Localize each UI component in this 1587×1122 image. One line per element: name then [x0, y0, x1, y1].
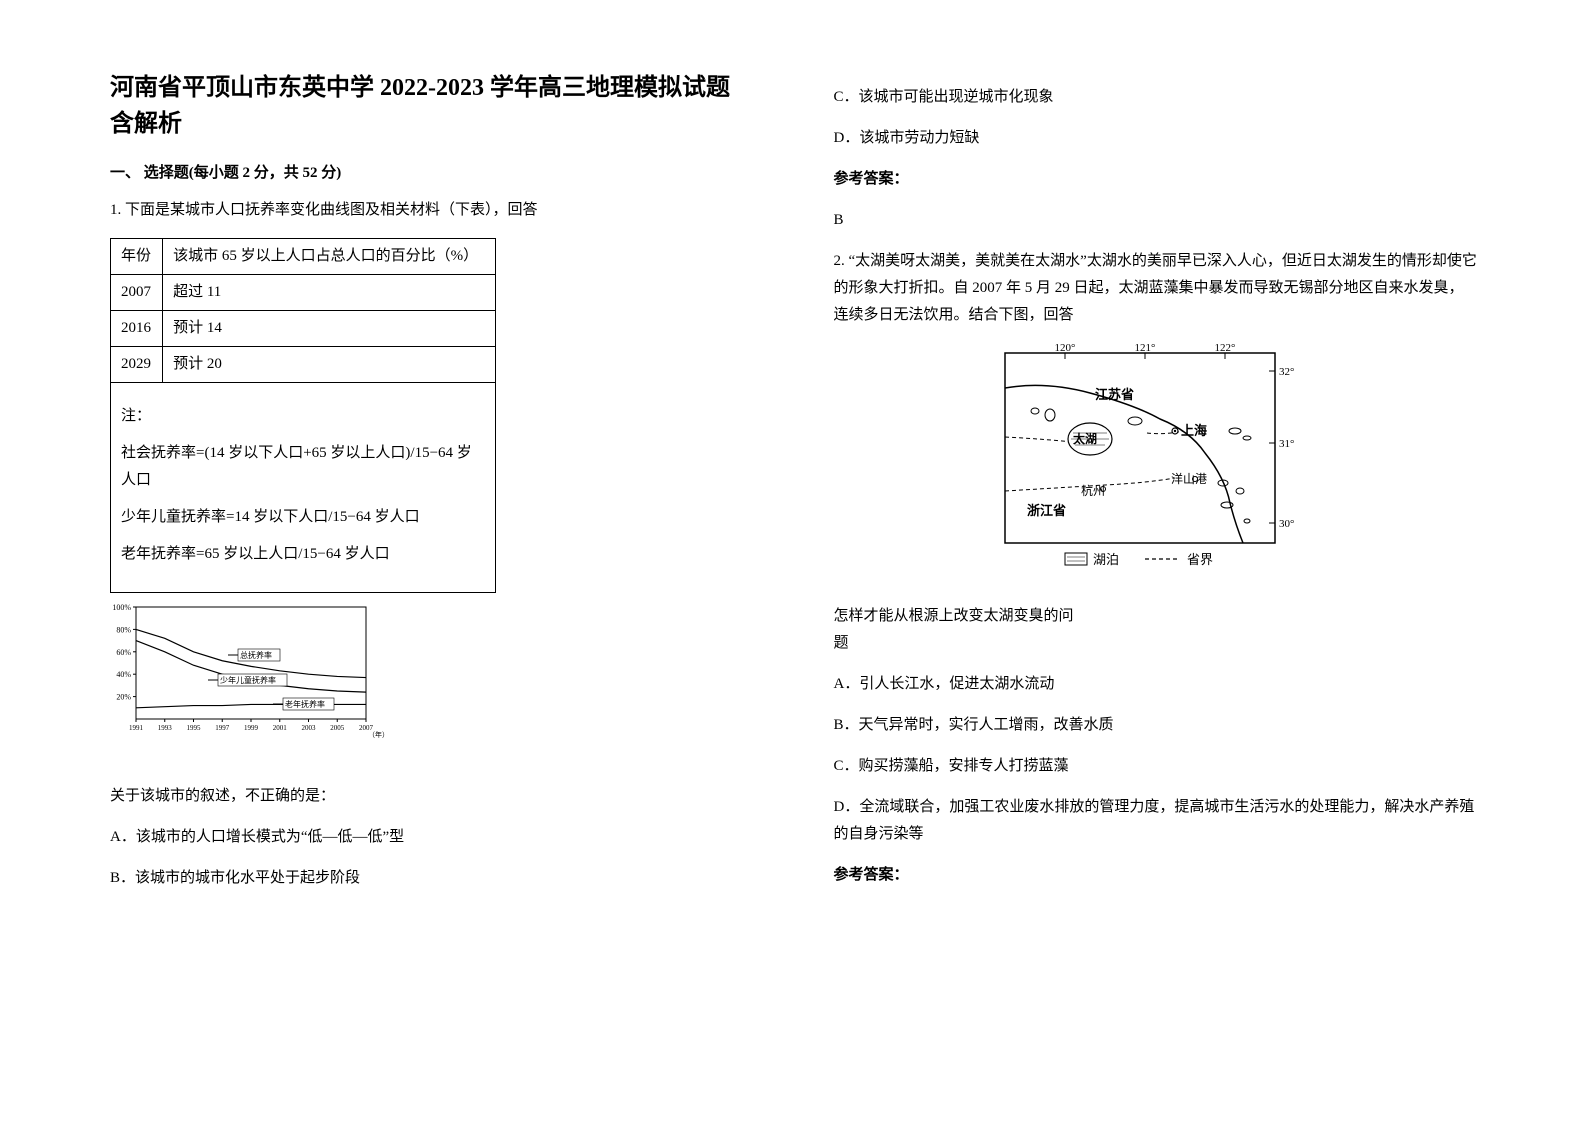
dependency-ratio-chart: 100% 80% 60% 40% 20% 1991 1993 1995 1997 1999 2001…	[110, 603, 390, 743]
svg-text:2005: 2005	[330, 724, 345, 732]
svg-text:60%: 60%	[116, 648, 131, 657]
svg-text:浙江省: 浙江省	[1027, 503, 1066, 518]
q1-data-table: 年份 该城市 65 岁以上人口占总人口的百分比（%） 2007 超过 11 20…	[110, 238, 496, 383]
notes-box: 注： 社会抚养率=(14 岁以下人口+65 岁以上人口)/15−64 岁人口 少…	[110, 383, 496, 593]
svg-text:122°: 122°	[1215, 343, 1236, 354]
svg-text:1999: 1999	[244, 724, 259, 732]
note-line: 社会抚养率=(14 岁以下人口+65 岁以上人口)/15−64 岁人口	[121, 440, 485, 494]
q2-answer-label: 参考答案：	[834, 862, 1478, 889]
svg-text:121°: 121°	[1135, 343, 1156, 354]
table-header: 该城市 65 岁以上人口占总人口的百分比（%）	[163, 239, 496, 275]
svg-text:1993: 1993	[158, 724, 173, 732]
svg-text:总抚养率: 总抚养率	[240, 650, 272, 660]
q1-answer-value: B	[834, 207, 1478, 234]
q1-option-a: A．该城市的人口增长模式为“低—低—低”型	[110, 824, 754, 851]
q1-option-d: D．该城市劳动力短缺	[834, 125, 1478, 152]
svg-text:少年儿童抚养率: 少年儿童抚养率	[220, 675, 276, 685]
right-column: C．该城市可能出现逆城市化现象 D．该城市劳动力短缺 参考答案： B 2. “太…	[794, 70, 1498, 1082]
section-heading: 一、 选择题(每小题 2 分，共 52 分)	[110, 160, 754, 187]
q2-stem-line2: 题	[834, 630, 1478, 657]
svg-text:省界: 省界	[1187, 552, 1213, 567]
table-row: 2016 预计 14	[111, 311, 496, 347]
q2-option-c: C．购买捞藻船，安排专人打捞蓝藻	[834, 753, 1478, 780]
svg-text:20%: 20%	[116, 693, 131, 702]
svg-text:太湖: 太湖	[1073, 431, 1097, 446]
q2-option-d: D．全流域联合，加强工农业废水排放的管理力度，提高城市生活污水的处理能力，解决水…	[834, 794, 1478, 848]
q1-option-b: B．该城市的城市化水平处于起步阶段	[110, 865, 754, 892]
svg-text:杭州: 杭州	[1081, 483, 1105, 498]
table-cell: 2016	[111, 311, 163, 347]
svg-text:1997: 1997	[215, 724, 230, 732]
svg-text:30°: 30°	[1279, 518, 1294, 530]
table-cell: 预计 20	[163, 347, 496, 383]
svg-text:江苏省: 江苏省	[1095, 387, 1134, 402]
q2-option-a: A．引人长江水，促进太湖水流动	[834, 671, 1478, 698]
svg-text:40%: 40%	[116, 670, 131, 679]
q1-stem: 关于该城市的叙述，不正确的是：	[110, 783, 754, 810]
table-row: 年份 该城市 65 岁以上人口占总人口的百分比（%）	[111, 239, 496, 275]
svg-text:2001: 2001	[273, 724, 288, 732]
svg-text:1995: 1995	[187, 724, 202, 732]
q1-intro: 1. 下面是某城市人口抚养率变化曲线图及相关材料（下表），回答	[110, 197, 754, 224]
svg-text:（年）: （年）	[368, 730, 389, 739]
table-cell: 2007	[111, 275, 163, 311]
notes-title: 注：	[121, 403, 485, 430]
svg-text:80%: 80%	[116, 625, 131, 634]
svg-text:120°: 120°	[1055, 343, 1076, 354]
svg-text:2003: 2003	[302, 724, 317, 732]
svg-text:32°: 32°	[1279, 366, 1294, 378]
svg-text:100%: 100%	[112, 603, 131, 612]
page-title: 河南省平顶山市东英中学 2022-2023 学年高三地理模拟试题含解析	[110, 70, 754, 142]
table-cell: 预计 14	[163, 311, 496, 347]
svg-text:湖泊: 湖泊	[1093, 552, 1119, 567]
left-column: 河南省平顶山市东英中学 2022-2023 学年高三地理模拟试题含解析 一、 选…	[90, 70, 794, 1082]
table-cell: 2029	[111, 347, 163, 383]
q1-answer-label: 参考答案：	[834, 166, 1478, 193]
table-cell: 超过 11	[163, 275, 496, 311]
q2-stem-line1: 怎样才能从根源上改变太湖变臭的问	[834, 603, 1478, 630]
table-header: 年份	[111, 239, 163, 275]
table-row: 2029 预计 20	[111, 347, 496, 383]
taihu-map: 120° 121° 122° 32° 31° 30° 江苏省太湖 上海杭州浙江省 洋山港湖泊 省界	[995, 343, 1315, 583]
svg-text:31°: 31°	[1279, 438, 1294, 450]
svg-text:1991: 1991	[129, 724, 144, 732]
svg-text:老年抚养率: 老年抚养率	[285, 699, 325, 709]
svg-text:洋山港: 洋山港	[1171, 471, 1207, 486]
table-row: 2007 超过 11	[111, 275, 496, 311]
note-line: 少年儿童抚养率=14 岁以下人口/15−64 岁人口	[121, 504, 485, 531]
svg-text:上海: 上海	[1181, 423, 1207, 438]
q2-intro: 2. “太湖美呀太湖美，美就美在太湖水”太湖水的美丽早已深入人心，但近日太湖发生…	[834, 248, 1478, 329]
q1-option-c: C．该城市可能出现逆城市化现象	[834, 84, 1478, 111]
q2-option-b: B．天气异常时，实行人工增雨，改善水质	[834, 712, 1478, 739]
note-line: 老年抚养率=65 岁以上人口/15−64 岁人口	[121, 541, 485, 568]
